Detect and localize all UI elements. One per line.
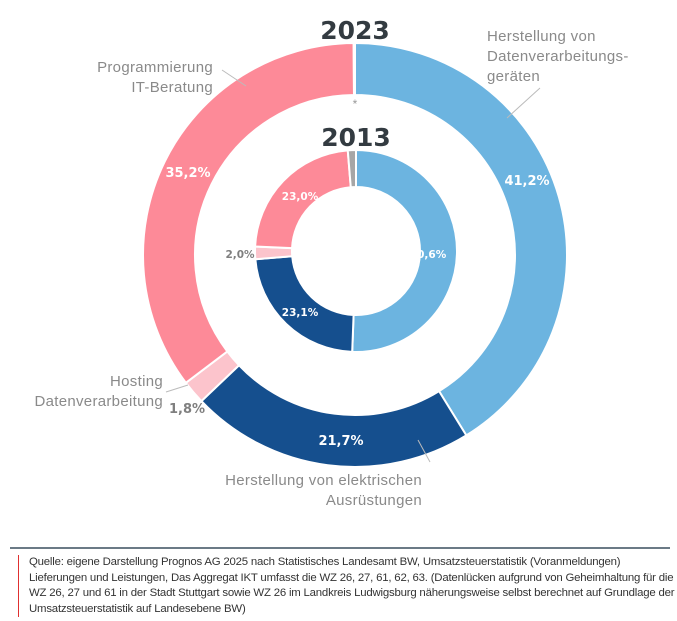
slice-2023-1 [199, 363, 468, 468]
label-hosting-1: Hosting [110, 373, 163, 390]
label-datenverarbeitung-2: Datenverarbeitungs- [487, 48, 629, 65]
leader-datenverarbeitung [506, 87, 541, 119]
donut-2013 [254, 148, 458, 353]
leader-elektrisch [417, 439, 431, 463]
value-2023-3: 35,2% [165, 166, 210, 181]
value-2023-2: 1,8% [169, 402, 205, 417]
label-hosting-2: Datenverarbeitung [34, 393, 163, 410]
slice-2013-4 [346, 148, 357, 189]
title-2023: 2023 [320, 16, 390, 45]
label-programmierung-2: IT-Beratung [131, 79, 213, 96]
value-2013-0: 50,6% [410, 249, 447, 261]
slice-2023-3 [142, 41, 356, 385]
value-2013-3: 23,0% [282, 191, 319, 203]
label-elektrisch-2: Ausrüstungen [326, 492, 422, 509]
leader-programmierung [221, 69, 247, 87]
slice-2023-0 [354, 41, 568, 437]
value-2023-0: 41,2% [504, 174, 549, 189]
label-programmierung-1: Programmierung [97, 59, 213, 76]
label-elektrisch-1: Herstellung von elektrischen [225, 472, 422, 489]
source-note: Quelle: eigene Darstellung Prognos AG 20… [18, 555, 677, 617]
slice-2013-0 [351, 148, 458, 353]
leader-lines [165, 69, 541, 463]
leader-hosting [165, 384, 189, 393]
value-2013-1: 23,1% [282, 307, 319, 319]
slice-2023-4 [352, 41, 356, 97]
label-datenverarbeitung-1: Herstellung von [487, 28, 596, 45]
divider [10, 547, 670, 549]
donut-2023 [142, 41, 568, 468]
value-2023-1: 21,7% [318, 434, 363, 449]
value-2013-2: 2,0% [225, 249, 255, 261]
title-2013: 2013 [321, 123, 391, 152]
slice-2013-1 [254, 255, 355, 353]
value-2023-4: * [353, 97, 358, 111]
label-datenverarbeitung-3: geräten [487, 68, 540, 85]
